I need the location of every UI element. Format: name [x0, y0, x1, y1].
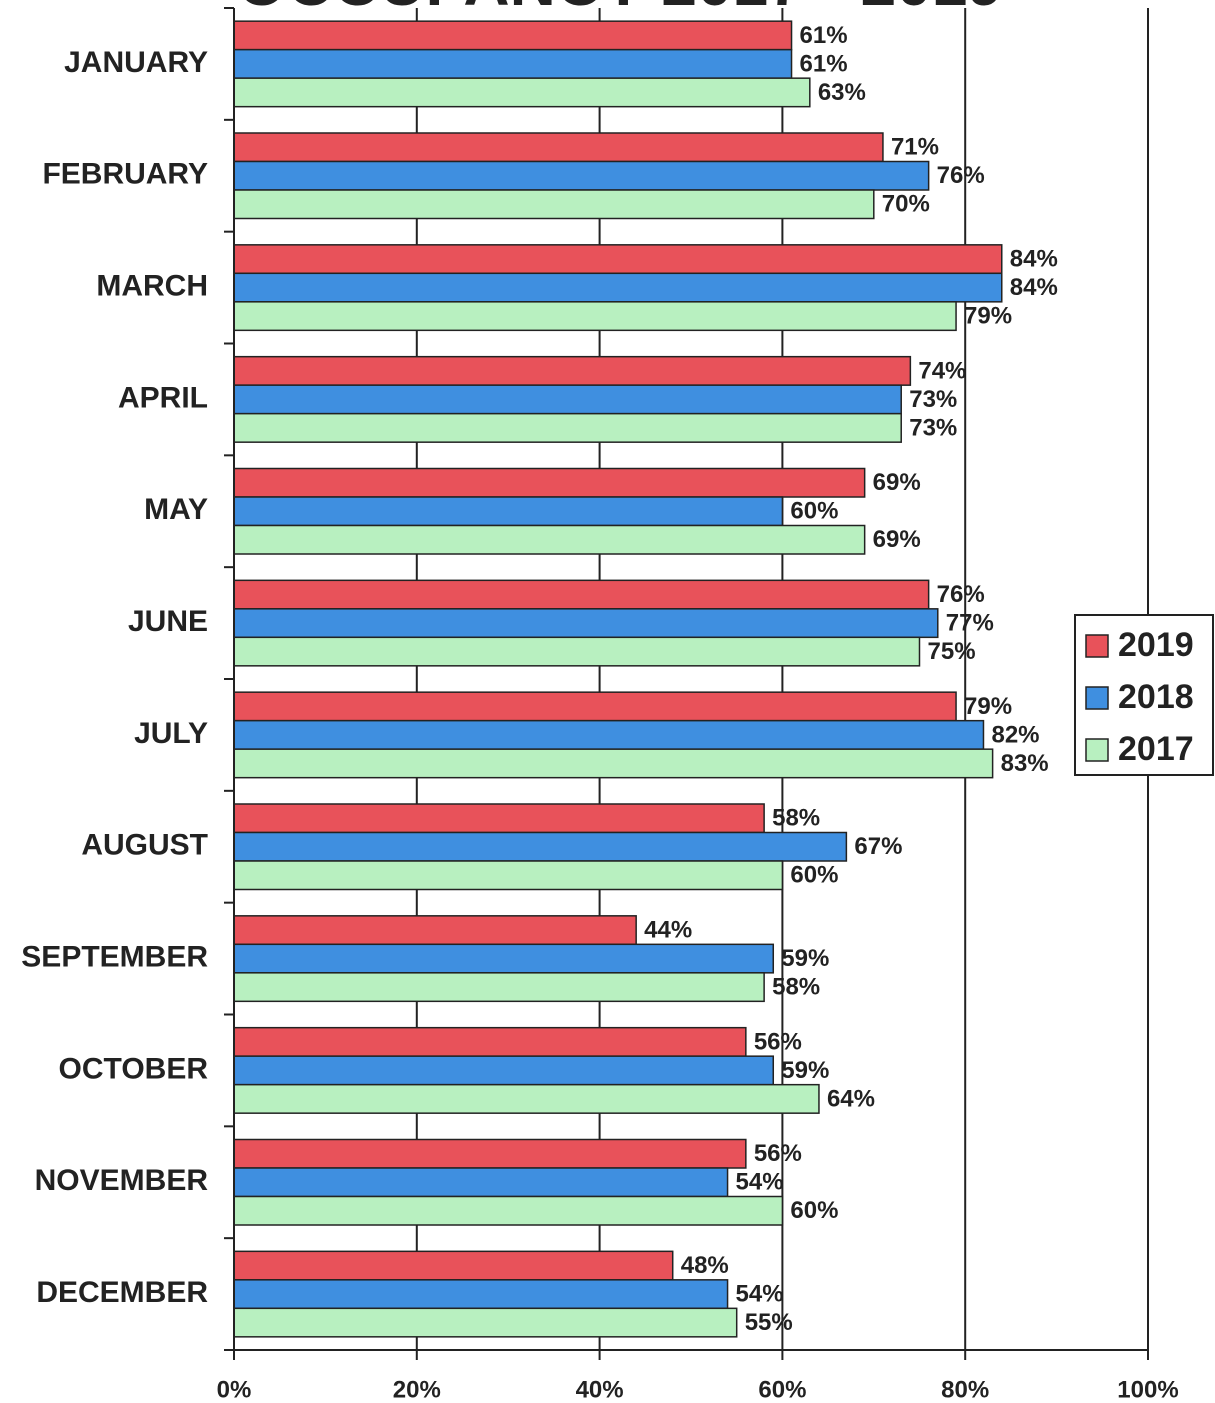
data-label: 82% [991, 721, 1039, 748]
data-label: 76% [937, 162, 985, 189]
data-label: 70% [882, 191, 930, 218]
x-tick-label: 20% [393, 1376, 441, 1403]
bar [233, 524, 866, 555]
x-tick-label: 40% [576, 1376, 624, 1403]
data-label: 54% [736, 1169, 784, 1196]
data-label: 58% [772, 973, 820, 1000]
bar [233, 496, 784, 527]
y-tick-label: JUNE [128, 605, 208, 638]
data-label: 76% [937, 581, 985, 608]
bar [233, 1026, 747, 1057]
bar [233, 691, 957, 722]
chart-title: OCCUPANCY 2017 - 2019 [237, 0, 1003, 19]
data-label: 63% [818, 79, 866, 106]
bar [233, 1055, 775, 1086]
bar [233, 272, 1003, 303]
data-label: 79% [964, 302, 1012, 329]
data-label: 54% [736, 1280, 784, 1307]
data-label: 84% [1010, 274, 1058, 301]
data-label: 77% [946, 609, 994, 636]
bar [233, 860, 784, 891]
legend-label: 2017 [1118, 730, 1194, 768]
bar [233, 355, 912, 386]
legend-swatch [1085, 634, 1109, 658]
data-label: 44% [644, 916, 692, 943]
y-tick-label: APRIL [118, 381, 208, 414]
bar [233, 1307, 738, 1338]
bar [233, 160, 930, 191]
bar [233, 384, 902, 415]
bar [233, 1250, 674, 1281]
data-label: 59% [781, 945, 829, 972]
data-label: 60% [790, 862, 838, 889]
bar [233, 915, 637, 946]
bar [233, 1279, 729, 1310]
bar [233, 301, 957, 332]
bar [233, 831, 848, 862]
y-tick-label: FEBRUARY [42, 158, 208, 191]
bar [233, 748, 994, 779]
data-label: 55% [745, 1309, 793, 1336]
bar [233, 719, 985, 750]
x-tick-label: 100% [1117, 1376, 1178, 1403]
data-label: 84% [1010, 245, 1058, 272]
data-label: 61% [800, 22, 848, 49]
bar [233, 1195, 784, 1226]
bar [233, 1167, 729, 1198]
data-label: 74% [918, 357, 966, 384]
data-label: 71% [891, 134, 939, 161]
data-label: 59% [781, 1057, 829, 1084]
legend-swatch [1085, 686, 1109, 710]
bar [233, 412, 902, 443]
legend-label: 2018 [1118, 678, 1194, 716]
y-tick-label: JULY [134, 717, 208, 750]
data-label: 61% [800, 50, 848, 77]
bar [233, 803, 765, 834]
legend-label: 2019 [1118, 626, 1194, 664]
data-label: 73% [909, 386, 957, 413]
data-label: 67% [854, 833, 902, 860]
data-label: 69% [873, 526, 921, 553]
x-tick-label: 80% [941, 1376, 989, 1403]
data-label: 60% [790, 498, 838, 525]
data-label: 56% [754, 1140, 802, 1167]
bar [233, 48, 793, 79]
bar [233, 1138, 747, 1169]
data-label: 60% [790, 1197, 838, 1224]
x-tick-label: 60% [758, 1376, 806, 1403]
legend-swatch [1085, 738, 1109, 762]
y-tick-label: JANUARY [64, 46, 208, 79]
bar [233, 77, 811, 108]
data-label: 58% [772, 805, 820, 832]
bar [233, 972, 765, 1003]
bar [233, 132, 884, 163]
bar [233, 608, 939, 639]
bar [233, 189, 875, 220]
bar [233, 579, 930, 610]
data-label: 48% [681, 1252, 729, 1279]
data-label: 64% [827, 1085, 875, 1112]
x-tick-label: 0% [217, 1376, 252, 1403]
data-label: 56% [754, 1028, 802, 1055]
bar [233, 20, 793, 51]
data-label: 79% [964, 693, 1012, 720]
bar [233, 1083, 820, 1114]
y-tick-label: SEPTEMBER [21, 941, 208, 974]
y-tick-label: NOVEMBER [35, 1164, 209, 1197]
data-label: 73% [909, 414, 957, 441]
bar [233, 943, 775, 974]
data-label: 75% [928, 638, 976, 665]
y-tick-label: DECEMBER [36, 1276, 208, 1309]
y-tick-label: MAY [144, 493, 208, 526]
bar [233, 467, 866, 498]
bar [233, 636, 921, 667]
y-tick-label: OCTOBER [59, 1052, 209, 1085]
bar [233, 244, 1003, 275]
y-tick-label: AUGUST [81, 829, 208, 862]
y-tick-label: MARCH [96, 270, 208, 303]
data-label: 83% [1001, 750, 1049, 777]
data-label: 69% [873, 469, 921, 496]
